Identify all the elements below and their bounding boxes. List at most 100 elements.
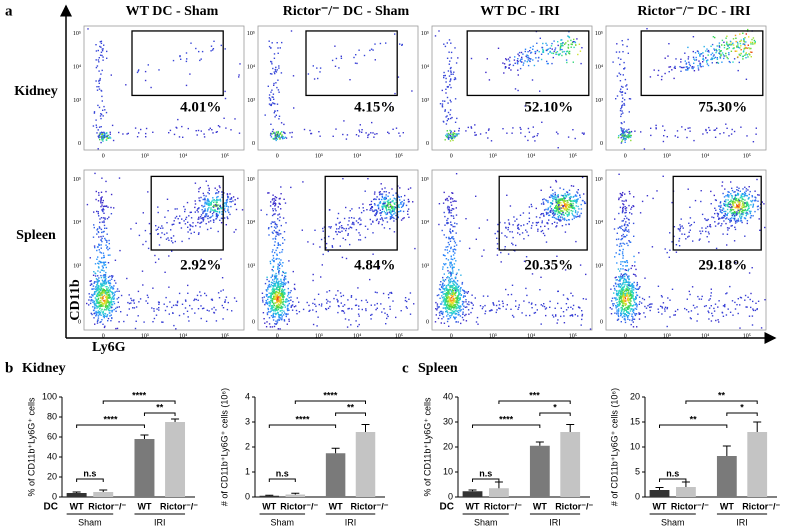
cell-dot [273,310,275,312]
cell-dot [624,130,627,132]
cell-dot [626,289,629,292]
cell-dot [283,293,285,295]
cell-dot [622,282,624,284]
cell-dot [388,192,390,194]
cell-dot [230,129,232,131]
cell-dot [278,270,280,272]
cell-dot [276,306,279,309]
cell-dot [442,287,444,289]
cell-dot [364,236,367,239]
cell-dot [144,229,147,232]
cell-dot [100,46,102,48]
cell-dot [684,60,686,62]
cell-dot [565,53,567,55]
cell-dot [504,67,506,69]
cell-dot [102,290,104,292]
cell-dot [109,301,112,303]
cell-dot [210,216,212,218]
cell-dot [452,248,454,251]
cell-dot [340,225,343,227]
cell-dot [543,214,545,216]
cell-dot [527,127,530,130]
cell-dot [290,305,293,307]
cell-dot [443,322,446,324]
cell-dot [391,211,393,213]
cell-dot [496,254,499,256]
cell-dot [208,203,211,205]
cell-dot [401,201,403,203]
cell-dot [101,231,103,234]
cell-dot [211,49,214,51]
cell-dot [754,40,756,43]
cell-dot [629,132,631,134]
cell-dot [92,301,94,303]
cell-dot [579,307,581,309]
x-tick-label: 0 [450,333,453,339]
cell-dot [175,304,177,306]
cell-dot [389,216,392,218]
cell-dot [732,38,735,40]
cell-dot [620,321,622,323]
cell-dot [449,303,451,305]
cell-dot [102,296,104,298]
cell-dot [544,234,546,237]
cell-dot [714,49,716,51]
cell-dot [285,301,287,303]
cell-dot [525,229,527,231]
cell-dot [741,55,744,58]
cell-dot [195,225,197,227]
cell-dot [517,308,519,310]
cell-dot [101,137,103,139]
cell-dot [103,292,105,294]
cell-dot [435,308,437,310]
cell-dot [136,136,139,138]
cell-dot [115,310,117,312]
cell-dot [187,221,189,223]
cell-dot [97,315,100,317]
cell-dot [211,298,213,300]
cell-dot [572,185,575,187]
cell-dot [185,52,188,54]
cell-dot [623,131,626,133]
cell-dot [355,304,358,306]
cell-dot [106,136,108,139]
cell-dot [443,43,445,45]
cell-dot [325,247,327,249]
cell-dot [200,317,202,320]
cell-dot [444,100,446,102]
cell-dot [208,187,210,190]
cell-dot [446,219,448,222]
cell-dot [220,258,222,260]
cell-dot [377,206,380,208]
cell-dot [380,214,382,217]
cell-dot [683,66,685,69]
cell-dot [194,312,196,314]
cell-dot [164,271,166,273]
cell-dot [530,51,533,54]
cell-dot [100,305,103,307]
cell-dot [272,93,275,95]
cell-dot [108,216,110,218]
cell-dot [453,200,456,202]
y-tick-label: 10³ [73,263,81,269]
cell-dot [450,135,452,138]
cell-dot [662,125,664,127]
cell-dot [391,188,393,190]
cell-dot [284,288,286,291]
cell-dot [187,127,189,130]
cell-dot [728,135,730,137]
cell-dot [104,217,106,219]
cell-dot [166,232,168,234]
cell-dot [133,299,135,301]
cell-dot [381,211,383,213]
cell-dot [103,274,106,276]
cell-dot [456,289,458,291]
cell-dot [444,307,447,309]
cell-dot [135,320,137,322]
cell-dot [288,320,290,322]
cell-dot [439,103,442,105]
cell-dot [445,263,447,265]
cell-dot [384,187,386,189]
cell-dot [277,268,279,270]
